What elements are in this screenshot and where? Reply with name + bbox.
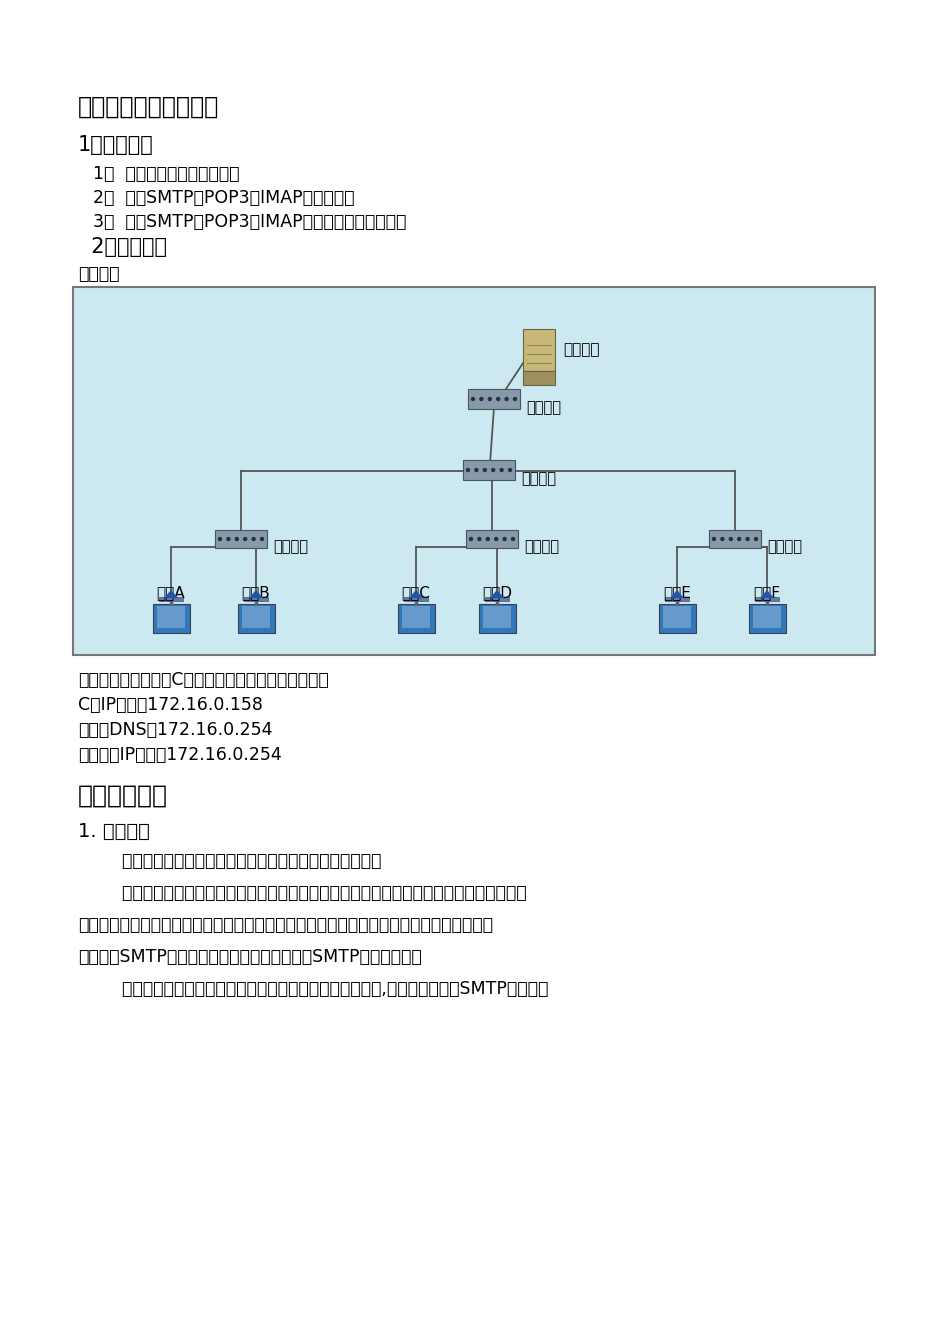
Circle shape: [508, 469, 511, 472]
Circle shape: [486, 538, 489, 540]
FancyBboxPatch shape: [463, 460, 515, 480]
Circle shape: [478, 538, 481, 540]
Text: C的IP地址：172.16.0.158: C的IP地址：172.16.0.158: [78, 696, 263, 714]
Text: 网关和DNS：172.16.0.254: 网关和DNS：172.16.0.254: [78, 720, 273, 739]
Circle shape: [738, 538, 741, 540]
Polygon shape: [670, 590, 684, 598]
FancyBboxPatch shape: [753, 606, 781, 628]
FancyBboxPatch shape: [244, 597, 268, 601]
Text: 主机D: 主机D: [482, 585, 512, 599]
FancyBboxPatch shape: [242, 606, 270, 628]
Text: 代理使用SMTP客户端软件，而本地服务器使用SMTP服务器软件。: 代理使用SMTP客户端软件，而本地服务器使用SMTP服务器软件。: [78, 948, 422, 966]
Circle shape: [504, 538, 506, 540]
Text: 1、实验目的: 1、实验目的: [78, 134, 154, 155]
Circle shape: [488, 398, 491, 401]
Text: 拓扑结构: 拓扑结构: [78, 265, 120, 284]
Text: 主机B: 主机B: [241, 585, 271, 599]
Text: 服务器的IP地址：172.16.0.254: 服务器的IP地址：172.16.0.254: [78, 746, 282, 763]
Text: 主机E: 主机E: [663, 585, 691, 599]
Circle shape: [497, 398, 500, 401]
Circle shape: [471, 398, 474, 401]
Circle shape: [495, 538, 498, 540]
FancyBboxPatch shape: [73, 288, 875, 655]
Circle shape: [511, 538, 515, 540]
Circle shape: [480, 398, 483, 401]
Text: 共享模块: 共享模块: [524, 539, 559, 555]
Circle shape: [484, 469, 486, 472]
FancyBboxPatch shape: [468, 388, 520, 409]
Circle shape: [244, 538, 247, 540]
FancyBboxPatch shape: [523, 371, 555, 384]
Text: 共享模块: 共享模块: [767, 539, 802, 555]
FancyBboxPatch shape: [157, 606, 185, 628]
Polygon shape: [164, 590, 178, 598]
Circle shape: [746, 538, 750, 540]
FancyBboxPatch shape: [238, 603, 275, 633]
Circle shape: [754, 538, 757, 540]
Text: 第二阶段：电子邮件由本地服务器中继传递。在这一阶段,远程服务器作为SMTP服务器，: 第二阶段：电子邮件由本地服务器中继传递。在这一阶段,远程服务器作为SMTP服务器…: [78, 980, 548, 999]
Text: 二、实验内容: 二、实验内容: [78, 784, 168, 808]
FancyBboxPatch shape: [658, 603, 695, 633]
Text: 1）  掌握邮件服务的工作原理: 1） 掌握邮件服务的工作原理: [93, 165, 239, 183]
Circle shape: [236, 538, 238, 540]
Text: 第一阶段：电子邮件从用户代理进入本地服务器。邮件并不是直接传送到远程服务器的，: 第一阶段：电子邮件从用户代理进入本地服务器。邮件并不是直接传送到远程服务器的，: [78, 884, 526, 902]
Circle shape: [500, 469, 504, 472]
Circle shape: [252, 538, 256, 540]
Text: 因为远程服务器不能保证始终可用。所以，邮件在发送前会一直保存在本地服务器中。用户: 因为远程服务器不能保证始终可用。所以，邮件在发送前会一直保存在本地服务器中。用户: [78, 917, 493, 934]
Polygon shape: [760, 590, 774, 598]
FancyBboxPatch shape: [755, 597, 779, 601]
FancyBboxPatch shape: [663, 606, 691, 628]
Text: 交换模块: 交换模块: [521, 472, 556, 487]
Circle shape: [505, 398, 508, 401]
Text: 主机F: 主机F: [753, 585, 781, 599]
FancyBboxPatch shape: [709, 530, 761, 548]
Circle shape: [260, 538, 263, 540]
Circle shape: [514, 398, 517, 401]
FancyBboxPatch shape: [466, 530, 518, 548]
Text: 2、实验环境: 2、实验环境: [78, 237, 167, 257]
Text: 主机C: 主机C: [402, 585, 430, 599]
FancyBboxPatch shape: [215, 530, 267, 548]
Text: 中心设备: 中心设备: [526, 401, 561, 415]
Circle shape: [475, 469, 478, 472]
Text: 3）  了解SMTP、POP3、IMAP协议的命令和使用方法: 3） 了解SMTP、POP3、IMAP协议的命令和使用方法: [93, 212, 407, 231]
Text: 2）  掌握SMTP、POP3、IMAP的工作过程: 2） 掌握SMTP、POP3、IMAP的工作过程: [93, 190, 354, 207]
Text: 主服务器: 主服务器: [563, 343, 599, 358]
FancyBboxPatch shape: [749, 603, 786, 633]
FancyBboxPatch shape: [485, 597, 509, 601]
Text: 主机A: 主机A: [157, 585, 185, 599]
FancyBboxPatch shape: [404, 597, 428, 601]
Polygon shape: [490, 590, 504, 598]
Circle shape: [227, 538, 230, 540]
Circle shape: [466, 469, 469, 472]
Circle shape: [712, 538, 715, 540]
FancyBboxPatch shape: [665, 597, 689, 601]
Circle shape: [492, 469, 495, 472]
Circle shape: [721, 538, 724, 540]
Text: 1. 实验原理: 1. 实验原理: [78, 823, 150, 841]
Polygon shape: [409, 590, 423, 598]
FancyBboxPatch shape: [402, 606, 430, 628]
Text: 一、实验目的与要求：: 一、实验目的与要求：: [78, 95, 219, 120]
Polygon shape: [249, 590, 263, 598]
Circle shape: [469, 538, 472, 540]
Circle shape: [218, 538, 221, 540]
FancyBboxPatch shape: [159, 597, 183, 601]
FancyBboxPatch shape: [483, 606, 511, 628]
FancyBboxPatch shape: [397, 603, 434, 633]
Circle shape: [730, 538, 732, 540]
FancyBboxPatch shape: [479, 603, 516, 633]
Text: 共享模块: 共享模块: [273, 539, 308, 555]
FancyBboxPatch shape: [523, 329, 555, 371]
FancyBboxPatch shape: [153, 603, 189, 633]
Text: 此实验一个人完成，C主机既是源主机又是目的主机。: 此实验一个人完成，C主机既是源主机又是目的主机。: [78, 671, 329, 689]
Text: 从发件人到收件人之间的邮件传输过程由三个阶段构成：: 从发件人到收件人之间的邮件传输过程由三个阶段构成：: [78, 852, 381, 870]
